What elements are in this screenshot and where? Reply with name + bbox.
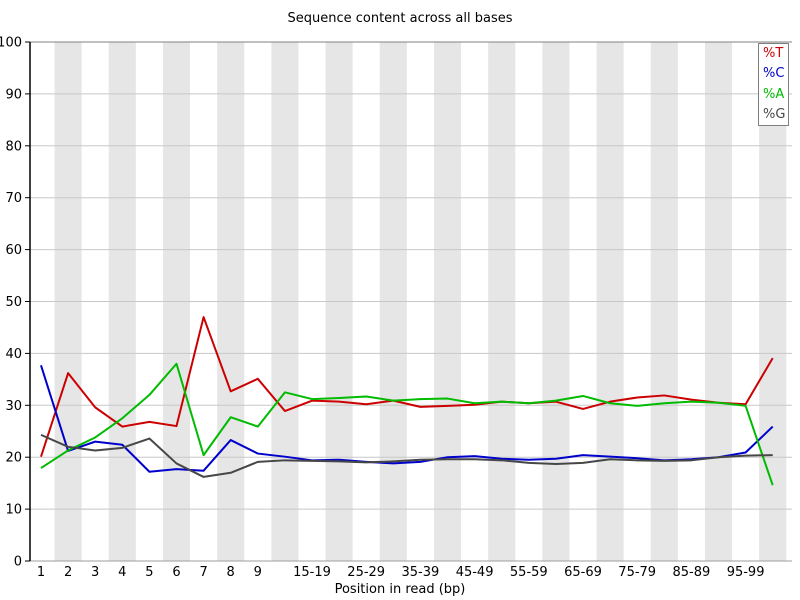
legend-item-A: %A bbox=[763, 86, 785, 102]
y-tick-label: 50 bbox=[5, 295, 22, 310]
x-tick-label: 15-19 bbox=[293, 565, 331, 580]
x-tick-label: 85-89 bbox=[673, 565, 711, 580]
x-tick-label: 3 bbox=[91, 565, 99, 580]
chart-title: Sequence content across all bases bbox=[287, 11, 513, 26]
x-tick-label: 75-79 bbox=[618, 565, 656, 580]
y-tick-label: 20 bbox=[5, 451, 22, 466]
series-T bbox=[40, 316, 774, 457]
series-A bbox=[40, 362, 774, 486]
y-tick-label: 70 bbox=[5, 191, 22, 206]
x-axis-title: Position in read (bp) bbox=[334, 582, 466, 597]
y-tick-label: 0 bbox=[14, 555, 22, 570]
legend-item-C: %C bbox=[763, 66, 785, 82]
x-tick-label: 45-49 bbox=[456, 565, 494, 580]
x-tick-label: 1 bbox=[37, 565, 45, 580]
y-tick-label: 10 bbox=[5, 503, 22, 518]
y-tick-label: 80 bbox=[5, 139, 22, 154]
x-tick-label: 6 bbox=[172, 565, 180, 580]
series-C bbox=[40, 365, 774, 473]
x-tick-label: 5 bbox=[145, 565, 153, 580]
x-tick-label: 7 bbox=[199, 565, 207, 580]
y-tick-label: 40 bbox=[5, 347, 22, 362]
y-tick-label: 30 bbox=[5, 399, 22, 414]
x-tick-label: 2 bbox=[64, 565, 72, 580]
x-tick-label: 25-29 bbox=[347, 565, 385, 580]
x-tick-label: 8 bbox=[227, 565, 235, 580]
y-tick-label: 60 bbox=[5, 243, 22, 258]
x-tick-label: 4 bbox=[118, 565, 126, 580]
x-tick-label: 65-69 bbox=[564, 565, 602, 580]
legend-item-T: %T bbox=[763, 46, 784, 62]
series-G bbox=[40, 433, 773, 478]
x-tick-label: 95-99 bbox=[727, 565, 765, 580]
x-tick-label: 55-59 bbox=[510, 565, 548, 580]
y-tick-label: 90 bbox=[5, 87, 22, 102]
y-tick-label: 100 bbox=[0, 36, 22, 51]
x-tick-label: 35-39 bbox=[402, 565, 440, 580]
legend-item-G: %G bbox=[763, 106, 786, 122]
legend: %T %C %A %G bbox=[758, 43, 789, 126]
x-tick-label: 9 bbox=[254, 565, 262, 580]
